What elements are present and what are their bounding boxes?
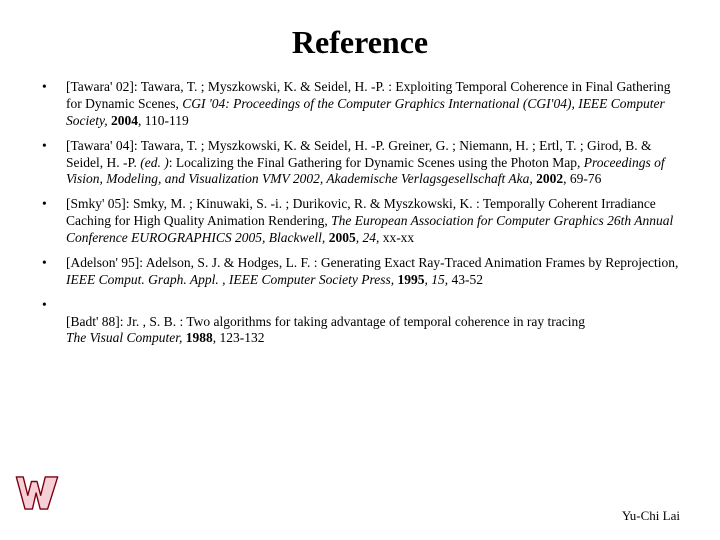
ref-key: [Badt' 88]:	[66, 314, 127, 329]
ref-vol: , 15	[424, 272, 444, 287]
ref-text: Jr. , S. B. : Two algorithms for taking …	[127, 314, 585, 329]
footer-author: Yu-Chi Lai	[622, 508, 680, 524]
page-title: Reference	[40, 24, 680, 61]
ref-pages: , 110-119	[138, 113, 189, 128]
ref-key: [Smky' 05]:	[66, 196, 133, 211]
reference-body: [Adelson' 95]: Adelson, S. J. & Hodges, …	[66, 255, 680, 289]
bullet: •	[40, 297, 66, 314]
reference-item: • [Tawara' 04]: Tawara, T. ; Myszkowski,…	[40, 138, 680, 189]
ref-pages: , xx-xx	[376, 230, 414, 245]
ref-pages: , 69-76	[563, 171, 601, 186]
ref-venue: IEEE Comput. Graph. Appl. , IEEE Compute…	[66, 272, 397, 287]
reference-body: [Tawara' 02]: Tawara, T. ; Myszkowski, K…	[66, 79, 680, 130]
reference-item: • [Smky' 05]: Smky, M. ; Kinuwaki, S. -i…	[40, 196, 680, 247]
bullet: •	[40, 138, 66, 155]
reference-list: • [Tawara' 02]: Tawara, T. ; Myszkowski,…	[40, 79, 680, 347]
ref-key: [Tawara' 02]:	[66, 79, 141, 94]
ref-year: 1988	[186, 330, 213, 345]
ref-year: 2002	[536, 171, 563, 186]
ref-text: Adelson, S. J. & Hodges, L. F. : Generat…	[146, 255, 679, 270]
bullet: •	[40, 79, 66, 96]
ref-year: 1995	[397, 272, 424, 287]
ref-year: 2004	[111, 113, 138, 128]
reference-body: [Badt' 88]: Jr. , S. B. : Two algorithms…	[66, 297, 680, 348]
reference-item: • [Tawara' 02]: Tawara, T. ; Myszkowski,…	[40, 79, 680, 130]
reference-item: • [Badt' 88]: Jr. , S. B. : Two algorith…	[40, 297, 680, 348]
ref-ed: (ed. )	[140, 155, 168, 170]
ref-venue: The Visual Computer,	[66, 330, 186, 345]
ref-year: 2005	[329, 230, 356, 245]
ref-key: [Tawara' 04]:	[66, 138, 141, 153]
reference-body: [Tawara' 04]: Tawara, T. ; Myszkowski, K…	[66, 138, 680, 189]
wisconsin-w-icon	[14, 470, 60, 516]
reference-body: [Smky' 05]: Smky, M. ; Kinuwaki, S. -i. …	[66, 196, 680, 247]
reference-item: • [Adelson' 95]: Adelson, S. J. & Hodges…	[40, 255, 680, 289]
ref-pages: , 123-132	[213, 330, 265, 345]
bullet: •	[40, 196, 66, 213]
ref-vol: , 24	[356, 230, 376, 245]
ref-key: [Adelson' 95]:	[66, 255, 146, 270]
ref-text: : Localizing the Final Gathering for Dyn…	[169, 155, 584, 170]
bullet: •	[40, 255, 66, 272]
ref-pages: , 43-52	[445, 272, 483, 287]
